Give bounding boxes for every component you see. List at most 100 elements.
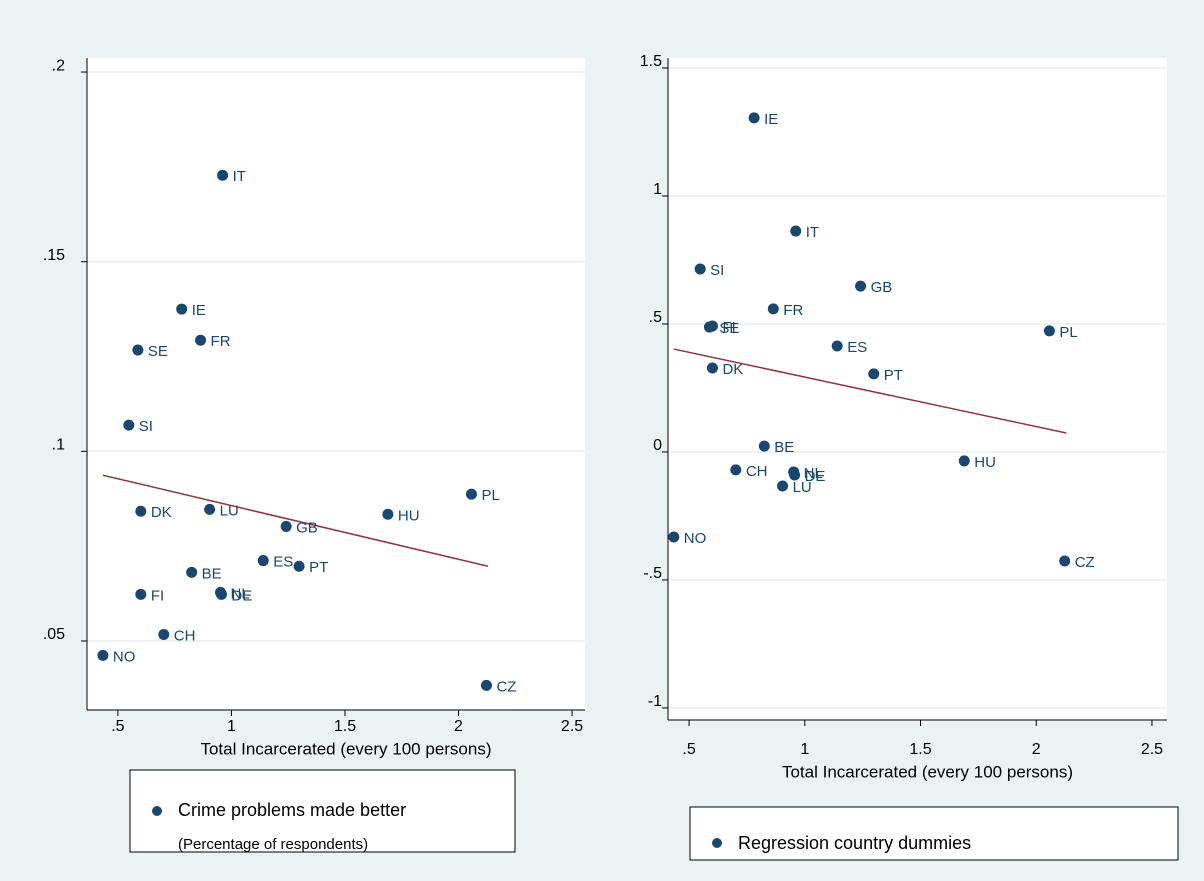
scatter-point: [186, 566, 198, 578]
scatter-point: [280, 520, 292, 532]
x-tick-label: 2.5: [561, 718, 583, 735]
legend-marker: [712, 838, 722, 848]
point-label: IT: [233, 168, 246, 185]
point-label: DE: [231, 587, 252, 604]
legend-label: Regression country dummies: [738, 833, 971, 853]
point-label: BE: [774, 439, 794, 456]
point-label: HU: [398, 507, 420, 524]
y-tick-label: .5: [649, 309, 662, 326]
point-label: ES: [273, 554, 293, 571]
point-label: FR: [783, 302, 803, 319]
x-tick-label: 1.5: [334, 718, 356, 735]
point-label: PT: [309, 559, 328, 576]
y-tick-label: .05: [43, 626, 65, 643]
point-label: IE: [192, 302, 206, 319]
scatter-point: [831, 340, 843, 352]
scatter-point: [777, 480, 789, 492]
scatter-point: [195, 334, 207, 346]
point-label: PL: [1059, 324, 1077, 341]
scatter-point: [868, 368, 880, 380]
x-tick-label: 1: [800, 741, 809, 758]
x-tick-label: 2.5: [1141, 741, 1163, 758]
point-label: FI: [722, 319, 735, 336]
scatter-point: [176, 303, 188, 315]
point-label: ES: [847, 339, 867, 356]
x-tick-label: .5: [111, 718, 124, 735]
point-label: HU: [974, 454, 996, 471]
scatter-point: [132, 344, 144, 356]
point-label: CH: [174, 627, 196, 644]
scatter-point: [158, 629, 170, 641]
y-tick-label: 1: [653, 181, 662, 198]
point-label: FI: [151, 587, 164, 604]
scatter-point: [706, 362, 718, 374]
scatter-point: [1059, 555, 1071, 567]
x-tick-label: 1: [227, 718, 236, 735]
point-label: LU: [793, 479, 812, 496]
x-axis-title: Total Incarcerated (every 100 persons): [782, 762, 1073, 781]
point-label: DE: [805, 468, 826, 485]
legend-marker: [152, 806, 162, 816]
scatter-point: [958, 455, 970, 467]
y-tick-label: .2: [52, 57, 65, 74]
y-tick-label: .15: [43, 247, 65, 264]
legend-box: [689, 806, 1179, 861]
scatter-point: [730, 464, 742, 476]
point-label: SI: [139, 418, 153, 435]
point-label: NL: [231, 585, 250, 602]
x-tick-label: 2: [1032, 741, 1041, 758]
y-tick-label: -1: [648, 693, 662, 710]
plot-area: [668, 58, 1167, 720]
scatter-point: [694, 263, 706, 275]
scatter-point: [215, 588, 227, 600]
point-label: SI: [710, 262, 724, 279]
scatter-point: [382, 508, 394, 520]
x-tick-label: .5: [682, 741, 695, 758]
point-label: NL: [804, 465, 823, 482]
point-label: GB: [296, 519, 318, 536]
point-label: DK: [722, 361, 743, 378]
x-tick-label: 1.5: [909, 741, 931, 758]
scatter-point: [1043, 325, 1055, 337]
fit-line: [102, 474, 489, 567]
scatter-point: [480, 679, 492, 691]
y-tick-label: .1: [52, 437, 65, 454]
point-label: FR: [211, 333, 231, 350]
legend-box: [129, 769, 516, 853]
scatter-point: [790, 225, 802, 237]
scatter-point: [758, 440, 770, 452]
scatter-point: [257, 555, 269, 567]
y-tick-label: 1.5: [640, 53, 662, 70]
point-label: PT: [884, 367, 903, 384]
point-label: IE: [764, 111, 778, 128]
point-label: NO: [113, 648, 135, 665]
y-tick-label: 0: [653, 437, 662, 454]
x-axis-title: Total Incarcerated (every 100 persons): [200, 739, 491, 758]
legend-label: Crime problems made better: [178, 800, 406, 820]
point-label: NO: [684, 530, 707, 547]
scatter-point: [465, 488, 477, 500]
scatter-point: [767, 303, 779, 315]
scatter-point: [204, 503, 216, 515]
point-label: SE: [148, 343, 168, 360]
scatter-point: [123, 419, 135, 431]
point-label: DK: [151, 504, 172, 521]
scatter-point: [703, 321, 715, 333]
point-label: CH: [746, 463, 768, 480]
scatter-point: [293, 560, 305, 572]
point-label: PL: [481, 487, 499, 504]
scatter-point: [789, 469, 801, 481]
point-label: CZ: [1075, 554, 1095, 571]
scatter-point: [97, 649, 109, 661]
point-label: GB: [871, 279, 893, 296]
scatter-point: [855, 280, 867, 292]
scatter-point: [135, 588, 147, 600]
y-tick-label: -.5: [643, 565, 662, 582]
scatter-point: [135, 505, 147, 517]
plot-area: [87, 58, 585, 710]
point-label: CZ: [496, 678, 516, 695]
legend-note: (Percentage of respondents): [178, 836, 368, 853]
scatter-point: [748, 112, 760, 124]
